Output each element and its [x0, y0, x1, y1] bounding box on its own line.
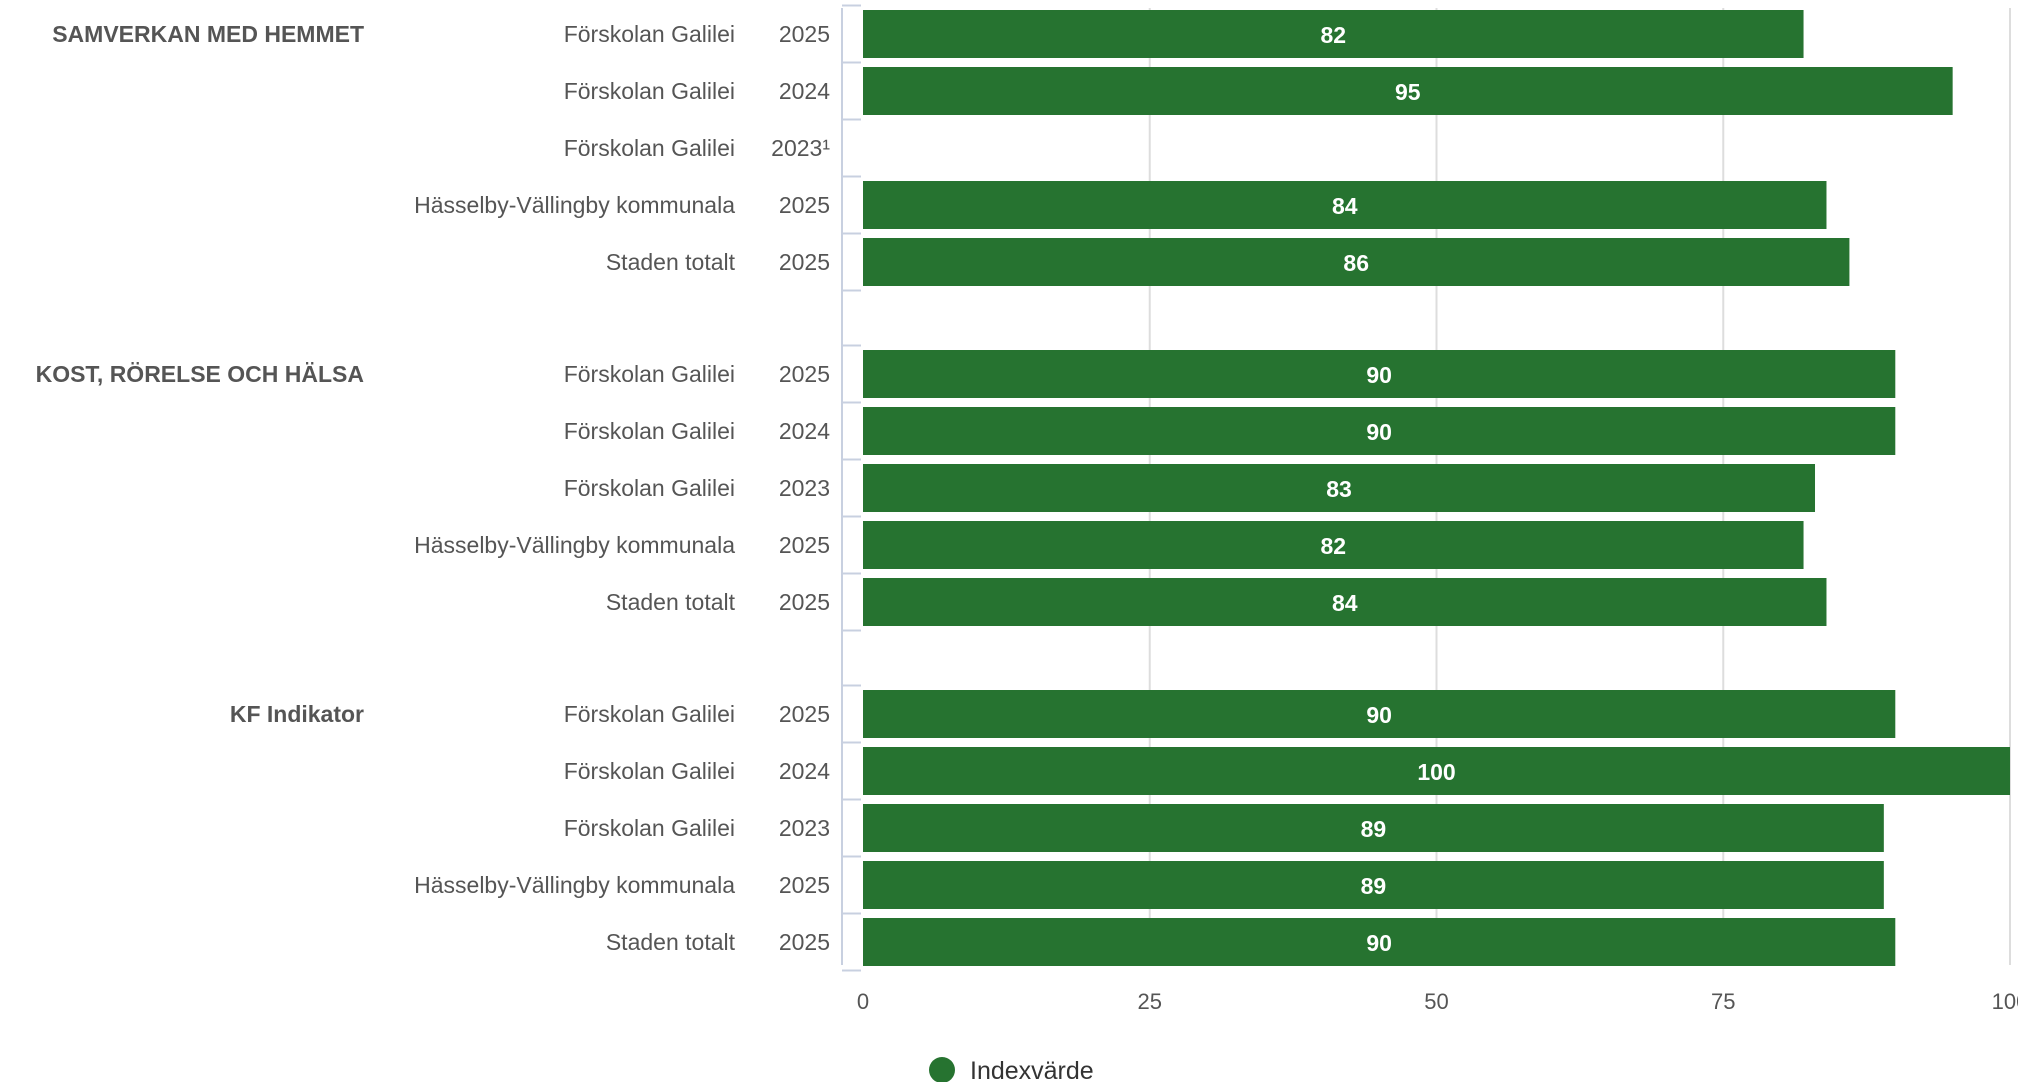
row-year-label: 2024 — [779, 78, 830, 104]
bar — [863, 238, 1850, 286]
x-tick-label: 50 — [1424, 989, 1448, 1014]
legend-label: Indexvärde — [970, 1057, 1094, 1082]
bar — [863, 407, 1896, 455]
bar-data-label: 90 — [1366, 419, 1392, 445]
bar-data-label: 90 — [1366, 702, 1392, 728]
row-year-label: 2025 — [779, 361, 830, 387]
bar — [863, 67, 1953, 115]
x-tick-label: 75 — [1711, 989, 1735, 1014]
row-unit-label: Hässelby-Vällingby kommunala — [414, 192, 735, 218]
row-unit-label: Förskolan Galilei — [564, 758, 735, 784]
bar — [863, 918, 1896, 966]
bar-data-label: 84 — [1332, 193, 1358, 219]
row-year-label: 2024 — [779, 758, 830, 784]
x-tick-label: 0 — [857, 989, 869, 1014]
row-year-label: 2025 — [779, 21, 830, 47]
x-tick-label: 100 — [1992, 989, 2018, 1014]
bar-data-label: 89 — [1361, 816, 1387, 842]
bar — [863, 181, 1827, 229]
group-label: SAMVERKAN MED HEMMET — [52, 21, 364, 47]
bar-data-label: 86 — [1343, 250, 1369, 276]
row-year-label: 2023 — [779, 475, 830, 501]
row-unit-label: Förskolan Galilei — [564, 815, 735, 841]
group-label: KOST, RÖRELSE OCH HÄLSA — [36, 361, 364, 387]
bar — [863, 747, 2010, 795]
bar-data-label: 82 — [1320, 533, 1346, 559]
bar — [863, 804, 1884, 852]
row-unit-label: Hässelby-Vällingby kommunala — [414, 872, 735, 898]
row-year-label: 2025 — [779, 929, 830, 955]
group-label: KF Indikator — [230, 701, 364, 727]
row-year-label: 2025 — [779, 701, 830, 727]
row-year-label: 2025 — [779, 532, 830, 558]
bar — [863, 690, 1896, 738]
row-unit-label: Förskolan Galilei — [564, 21, 735, 47]
bar-data-label: 83 — [1326, 476, 1352, 502]
bar-data-label: 90 — [1366, 930, 1392, 956]
row-year-label: 2025 — [779, 872, 830, 898]
bar-data-label: 90 — [1366, 362, 1392, 388]
bar-data-label: 82 — [1320, 22, 1346, 48]
x-tick-label: 25 — [1138, 989, 1162, 1014]
row-year-label: 2024 — [779, 418, 830, 444]
row-unit-label: Förskolan Galilei — [564, 78, 735, 104]
row-year-label: 2025 — [779, 249, 830, 275]
row-unit-label: Staden totalt — [606, 929, 736, 955]
row-unit-label: Förskolan Galilei — [564, 701, 735, 727]
bar — [863, 464, 1816, 512]
bar-data-label: 95 — [1395, 79, 1421, 105]
row-unit-label: Förskolan Galilei — [564, 475, 735, 501]
row-unit-label: Förskolan Galilei — [564, 135, 735, 161]
bar — [863, 10, 1804, 58]
row-year-label: 2023 — [779, 815, 830, 841]
row-year-label: 2023¹ — [771, 135, 830, 161]
legend-marker — [929, 1057, 955, 1082]
bar — [863, 861, 1884, 909]
bar — [863, 350, 1896, 398]
row-unit-label: Förskolan Galilei — [564, 418, 735, 444]
row-unit-label: Staden totalt — [606, 589, 736, 615]
bar-data-label: 84 — [1332, 590, 1358, 616]
row-year-label: 2025 — [779, 589, 830, 615]
row-year-label: 2025 — [779, 192, 830, 218]
bar-data-label: 100 — [1417, 759, 1455, 785]
row-unit-label: Staden totalt — [606, 249, 736, 275]
bar-data-label: 89 — [1361, 873, 1387, 899]
row-unit-label: Förskolan Galilei — [564, 361, 735, 387]
bar — [863, 578, 1827, 626]
row-unit-label: Hässelby-Vällingby kommunala — [414, 532, 735, 558]
bar — [863, 521, 1804, 569]
